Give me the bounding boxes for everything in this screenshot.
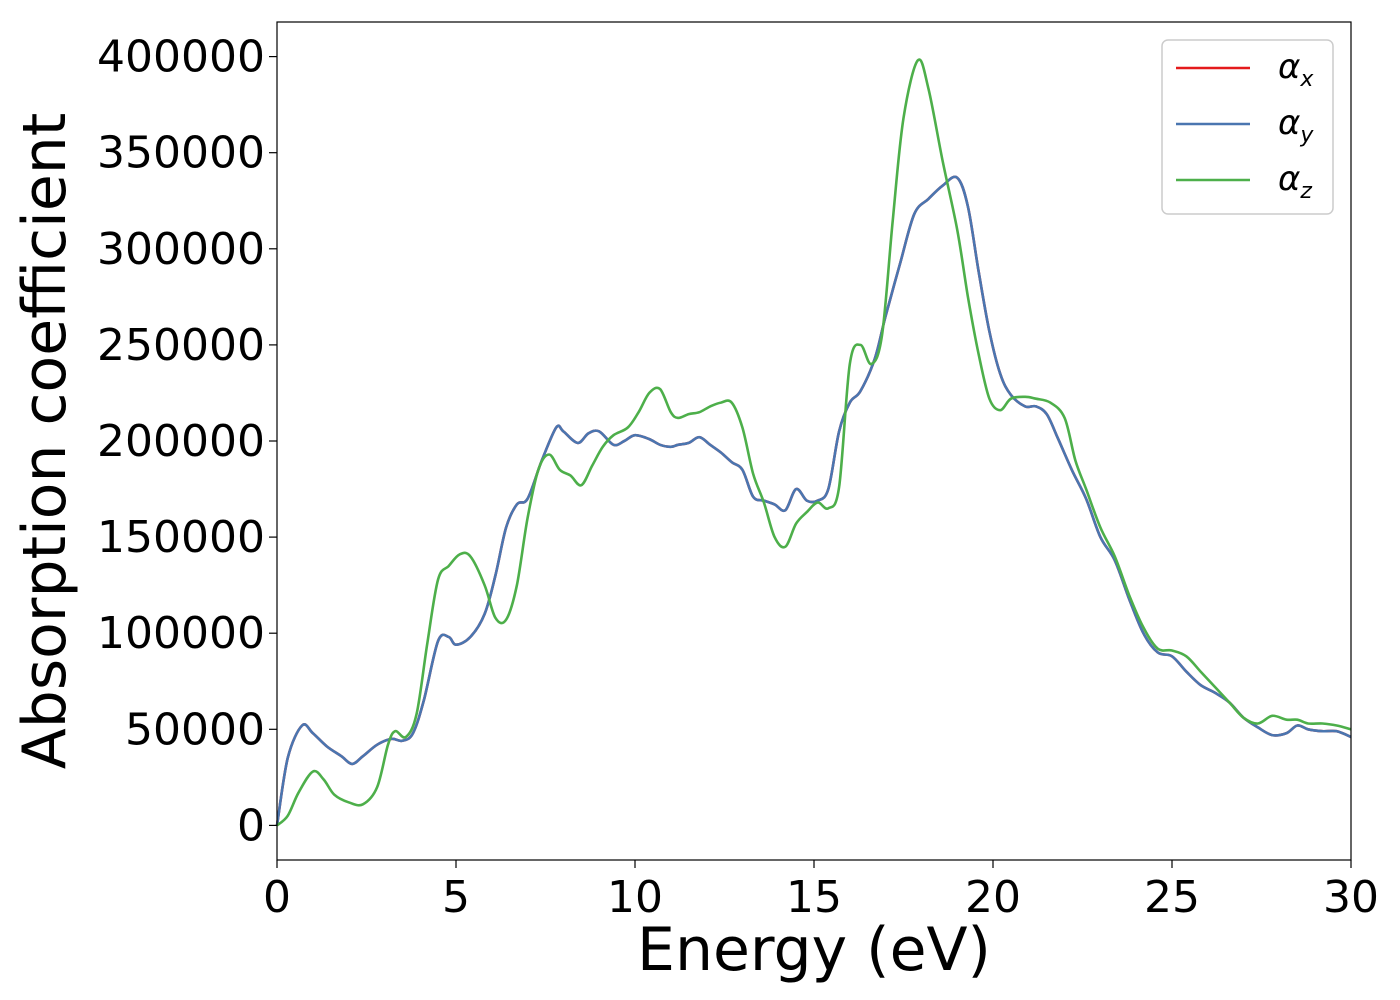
y-tick-label: 200000	[97, 416, 265, 467]
series-line-y	[275, 175, 1352, 826]
x-axis-label: Energy (eV)	[637, 915, 991, 985]
series-layer	[275, 58, 1352, 827]
x-tick-label: 20	[965, 872, 1021, 923]
y-tick-label: 350000	[97, 128, 265, 179]
y-tick-label: 50000	[125, 704, 265, 755]
y-tick-label: 100000	[97, 608, 265, 659]
x-tick-label: 25	[1144, 872, 1200, 923]
legend: αx αy αz	[1161, 39, 1334, 215]
legend-label-x: αx	[1278, 47, 1314, 92]
x-tick-label: 30	[1323, 872, 1379, 923]
x-tick-label: 10	[607, 872, 663, 923]
x-tick-label: 0	[263, 872, 291, 923]
legend-label-y: αy	[1278, 103, 1314, 148]
legend-entries: αx αy αz	[1176, 47, 1314, 204]
y-tick-label: 150000	[97, 512, 265, 563]
x-ticks: 0 5 10 15 20 25 30	[263, 860, 1379, 923]
y-tick-label: 0	[237, 800, 265, 851]
y-tick-label: 300000	[97, 224, 265, 275]
y-ticks: 0 50000 100000 150000 200000 250000 300000 3500…	[97, 32, 277, 851]
legend-label-z: αz	[1278, 159, 1312, 204]
x-tick-label: 15	[786, 872, 842, 923]
x-tick-label: 5	[442, 872, 470, 923]
series-line-z	[276, 58, 1352, 827]
y-tick-label: 250000	[97, 320, 265, 371]
y-axis-label: Absorption coefficient	[10, 113, 80, 770]
legend-box	[1161, 39, 1334, 215]
y-tick-label: 400000	[97, 32, 265, 83]
